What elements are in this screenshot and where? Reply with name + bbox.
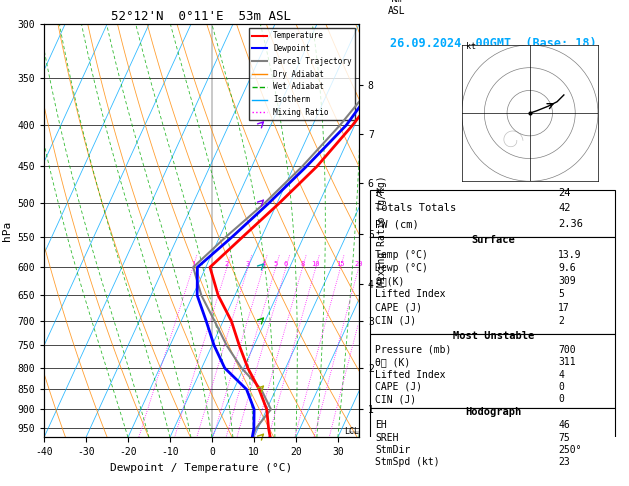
- Text: 8: 8: [301, 261, 305, 267]
- Text: θᴄ (K): θᴄ (K): [375, 357, 410, 367]
- Text: 2: 2: [558, 316, 564, 326]
- Text: 309: 309: [558, 276, 576, 286]
- Text: 42: 42: [558, 204, 571, 213]
- FancyBboxPatch shape: [370, 408, 615, 486]
- Text: 4: 4: [261, 261, 265, 267]
- Text: θᴄ(K): θᴄ(K): [375, 276, 404, 286]
- Text: 6: 6: [284, 261, 288, 267]
- Text: Dewp (°C): Dewp (°C): [375, 263, 428, 273]
- Text: LCL: LCL: [344, 428, 359, 436]
- Text: SREH: SREH: [375, 433, 398, 443]
- Text: Hodograph: Hodograph: [465, 407, 522, 417]
- Text: Totals Totals: Totals Totals: [375, 204, 456, 213]
- Text: 13.9: 13.9: [558, 250, 582, 260]
- Text: 5: 5: [558, 289, 564, 299]
- Text: StmDir: StmDir: [375, 445, 410, 455]
- Text: Pressure (mb): Pressure (mb): [375, 345, 451, 355]
- Legend: Temperature, Dewpoint, Parcel Trajectory, Dry Adiabat, Wet Adiabat, Isotherm, Mi: Temperature, Dewpoint, Parcel Trajectory…: [249, 28, 355, 120]
- Text: 20: 20: [355, 261, 363, 267]
- Text: 2: 2: [225, 261, 229, 267]
- FancyBboxPatch shape: [370, 190, 615, 237]
- FancyBboxPatch shape: [370, 237, 615, 334]
- Text: 0: 0: [558, 394, 564, 404]
- FancyBboxPatch shape: [370, 334, 615, 408]
- Text: 250°: 250°: [558, 445, 582, 455]
- Text: km
ASL: km ASL: [388, 0, 406, 16]
- Text: CIN (J): CIN (J): [375, 316, 416, 326]
- Y-axis label: Mixing Ratio (g/kg): Mixing Ratio (g/kg): [377, 175, 386, 287]
- Text: Temp (°C): Temp (°C): [375, 250, 428, 260]
- Text: EH: EH: [375, 420, 387, 430]
- Text: 2.36: 2.36: [558, 219, 583, 229]
- Text: 3: 3: [246, 261, 250, 267]
- Text: K: K: [375, 188, 381, 198]
- Text: 9.6: 9.6: [558, 263, 576, 273]
- Text: 75: 75: [558, 433, 570, 443]
- Text: Lifted Index: Lifted Index: [375, 289, 445, 299]
- Text: Most Unstable: Most Unstable: [453, 331, 534, 341]
- Text: 15: 15: [337, 261, 345, 267]
- Y-axis label: hPa: hPa: [2, 221, 12, 241]
- Text: 10: 10: [311, 261, 320, 267]
- Text: 311: 311: [558, 357, 576, 367]
- Title: 52°12'N  0°11'E  53m ASL: 52°12'N 0°11'E 53m ASL: [111, 10, 291, 23]
- Text: Surface: Surface: [472, 235, 516, 245]
- Text: Lifted Index: Lifted Index: [375, 369, 445, 380]
- Text: StmSpd (kt): StmSpd (kt): [375, 457, 440, 468]
- Text: CAPE (J): CAPE (J): [375, 303, 422, 312]
- Text: 46: 46: [558, 420, 570, 430]
- Text: 5: 5: [274, 261, 278, 267]
- Text: 4: 4: [558, 369, 564, 380]
- Text: 24: 24: [558, 188, 571, 198]
- Text: 700: 700: [558, 345, 576, 355]
- Text: 17: 17: [558, 303, 570, 312]
- Text: CAPE (J): CAPE (J): [375, 382, 422, 392]
- Text: 26.09.2024  00GMT  (Base: 18): 26.09.2024 00GMT (Base: 18): [391, 37, 597, 50]
- Text: 23: 23: [558, 457, 570, 468]
- Text: 1: 1: [191, 261, 195, 267]
- Text: CIN (J): CIN (J): [375, 394, 416, 404]
- Text: 0: 0: [558, 382, 564, 392]
- X-axis label: Dewpoint / Temperature (°C): Dewpoint / Temperature (°C): [110, 463, 292, 473]
- Text: PW (cm): PW (cm): [375, 219, 419, 229]
